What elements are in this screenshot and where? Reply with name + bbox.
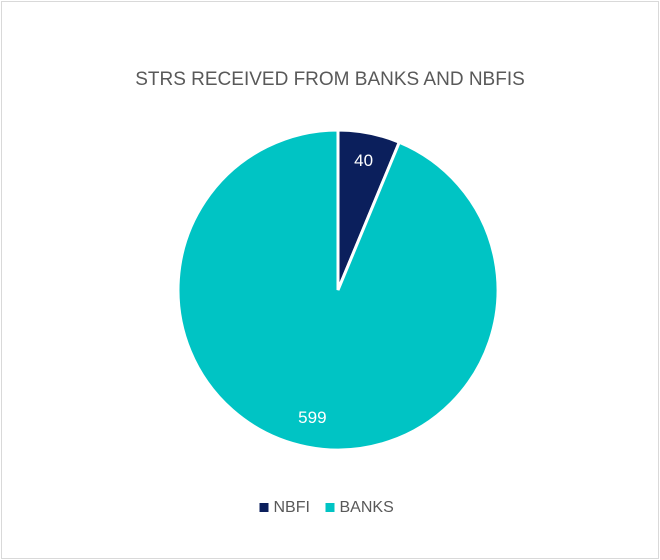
legend-label: NBFI [274, 499, 310, 516]
pie-slice [176, 128, 500, 452]
legend-swatch [325, 503, 335, 512]
data-label: 40 [354, 151, 373, 170]
chart-title: STRS RECEIVED FROM BANKS AND NBFIS [135, 69, 525, 90]
data-label: 599 [298, 408, 326, 427]
legend-label: BANKS [340, 499, 394, 516]
legend-swatch [259, 503, 269, 512]
